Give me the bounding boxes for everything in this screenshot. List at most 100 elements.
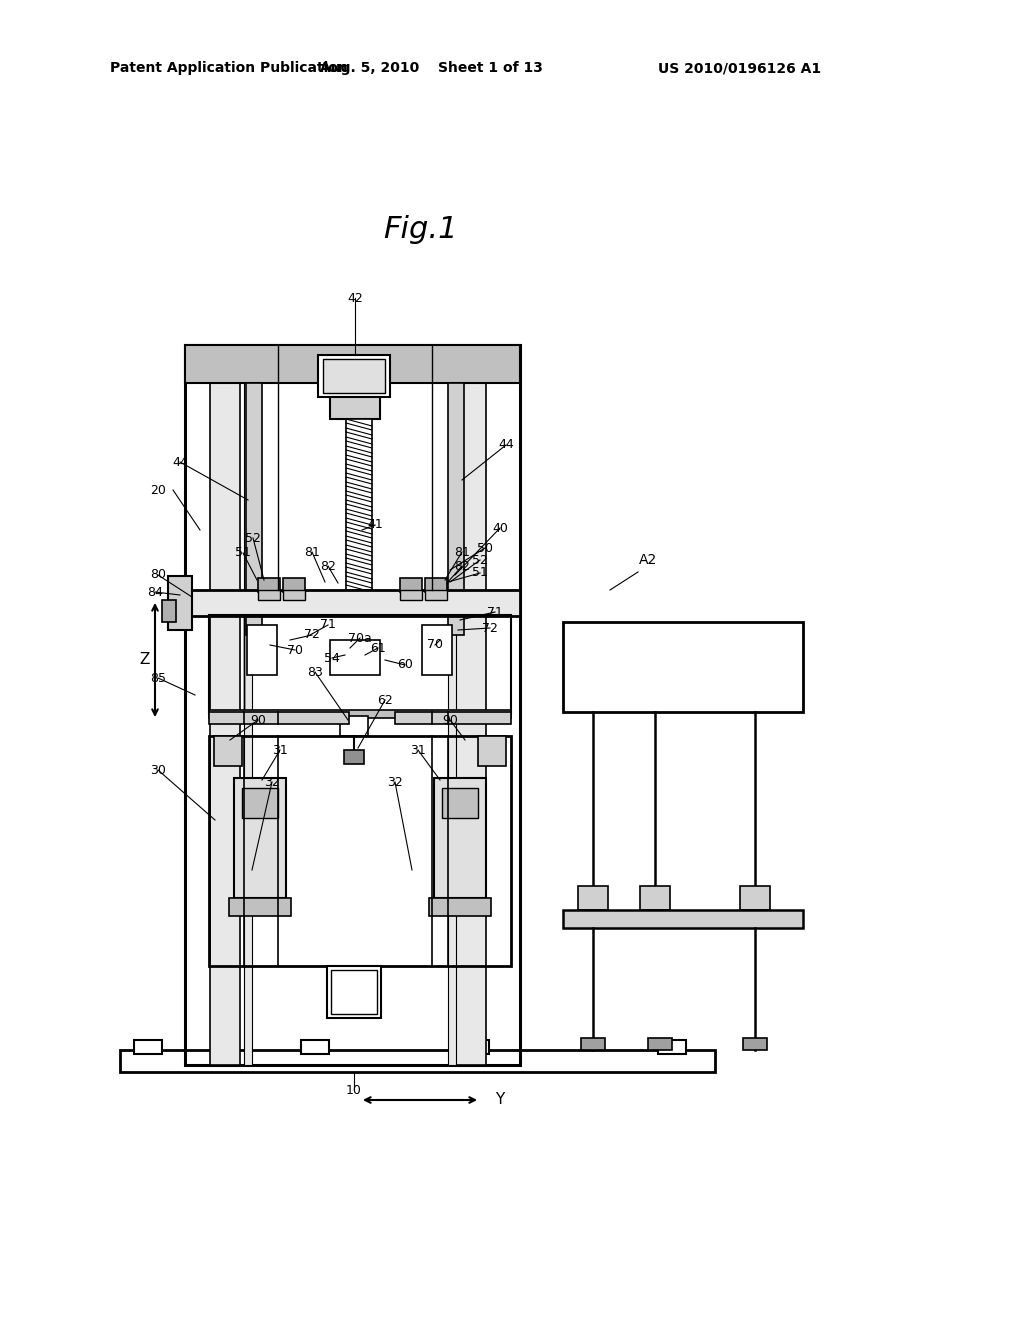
Text: 10: 10 (346, 1084, 361, 1097)
Text: 70: 70 (287, 644, 303, 656)
Text: 52: 52 (245, 532, 261, 544)
Text: 30: 30 (151, 763, 166, 776)
Bar (395, 711, 511, 723)
Bar (400, 578, 422, 591)
Bar (563, 909, 803, 928)
Bar (456, 345, 486, 1065)
Text: A2: A2 (639, 553, 657, 568)
Bar (331, 970, 377, 1014)
Bar (301, 1040, 329, 1053)
Text: 90: 90 (442, 714, 458, 726)
Bar (425, 590, 447, 601)
Text: 54: 54 (324, 652, 340, 664)
Bar (425, 578, 447, 591)
Bar (209, 737, 511, 966)
Text: 42: 42 (347, 292, 362, 305)
Bar (185, 345, 520, 1065)
Bar (318, 355, 390, 397)
Bar (185, 590, 520, 616)
Text: 72: 72 (304, 628, 319, 642)
Bar (247, 624, 278, 675)
Bar (581, 1038, 605, 1049)
Bar (229, 898, 291, 916)
Bar (185, 345, 520, 383)
Text: 83: 83 (307, 665, 323, 678)
Bar (330, 397, 380, 418)
Bar (640, 886, 670, 909)
Text: 32: 32 (264, 776, 280, 788)
Bar (478, 737, 506, 766)
Text: US 2010/0196126 A1: US 2010/0196126 A1 (658, 61, 821, 75)
Text: 40: 40 (493, 521, 508, 535)
Bar (323, 359, 385, 393)
Text: 70: 70 (427, 639, 443, 652)
Text: 85: 85 (150, 672, 166, 685)
Text: 51: 51 (472, 566, 488, 579)
Bar (346, 418, 372, 590)
Bar (120, 1049, 715, 1072)
Bar (209, 711, 349, 723)
Bar (648, 1038, 672, 1049)
Text: 32: 32 (387, 776, 402, 788)
Bar (743, 1038, 767, 1049)
Text: 84: 84 (147, 586, 163, 598)
Bar (461, 1040, 489, 1053)
Bar (340, 715, 368, 737)
Bar (422, 624, 452, 675)
Text: 90: 90 (250, 714, 266, 726)
Bar (258, 578, 280, 591)
Text: 41: 41 (368, 519, 383, 532)
Bar (344, 750, 364, 764)
Text: 52: 52 (472, 553, 488, 566)
Text: 61: 61 (370, 642, 386, 655)
Text: 80: 80 (150, 569, 166, 582)
Text: 51: 51 (236, 546, 251, 560)
Bar (740, 886, 770, 909)
Text: 70a: 70a (348, 631, 372, 644)
Text: 44: 44 (498, 438, 514, 451)
Text: 44: 44 (172, 455, 187, 469)
Bar (442, 788, 478, 818)
Bar (246, 383, 262, 635)
Text: 50: 50 (477, 541, 493, 554)
Text: 60: 60 (397, 659, 413, 672)
Text: Z: Z (140, 652, 151, 668)
Bar (658, 1040, 686, 1053)
Text: Y: Y (496, 1093, 505, 1107)
Bar (283, 578, 305, 591)
Text: 71: 71 (321, 619, 336, 631)
Bar (168, 576, 193, 630)
Bar (209, 615, 244, 713)
Text: 31: 31 (272, 743, 288, 756)
Text: 82: 82 (321, 560, 336, 573)
Text: Aug. 5, 2010: Aug. 5, 2010 (321, 61, 420, 75)
Text: Patent Application Publication: Patent Application Publication (110, 61, 348, 75)
Bar (400, 590, 422, 601)
Text: Sheet 1 of 13: Sheet 1 of 13 (437, 61, 543, 75)
Bar (449, 383, 464, 635)
Bar (209, 710, 511, 718)
Bar (578, 886, 608, 909)
Bar (429, 898, 490, 916)
Text: 31: 31 (411, 743, 426, 756)
Bar (327, 966, 381, 1018)
Bar (162, 601, 176, 622)
Bar (234, 777, 286, 898)
Bar (434, 777, 486, 898)
Bar (244, 345, 252, 1065)
Bar (258, 590, 280, 601)
Bar (209, 615, 511, 713)
Bar (449, 345, 456, 1065)
Bar (563, 622, 803, 711)
Bar (134, 1040, 162, 1053)
Bar (210, 345, 240, 1065)
Text: 82: 82 (454, 560, 470, 573)
Text: 81: 81 (304, 545, 319, 558)
Text: 81: 81 (454, 545, 470, 558)
Bar (283, 590, 305, 601)
Bar (330, 640, 380, 675)
Text: 71: 71 (487, 606, 503, 619)
Text: 62: 62 (377, 693, 393, 706)
Text: Fig.1: Fig.1 (383, 215, 458, 244)
Text: 72: 72 (482, 622, 498, 635)
